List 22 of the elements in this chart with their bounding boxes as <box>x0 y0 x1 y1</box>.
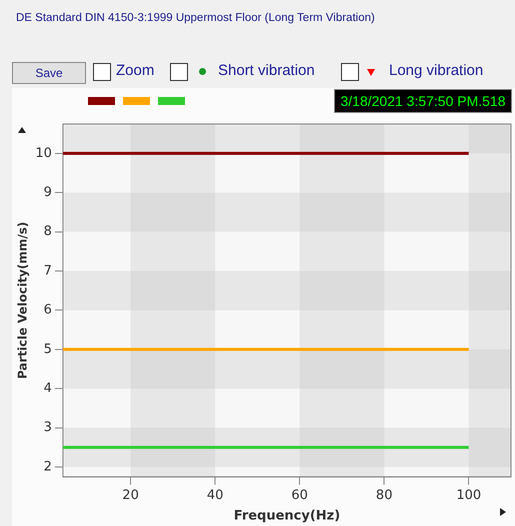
x-axis-title: Frequency(Hz) <box>234 508 340 524</box>
y-tick-label: 3 <box>44 420 52 436</box>
y-tick-label: 8 <box>44 224 52 240</box>
chart-title: DE Standard DIN 4150-3:1999 Uppermost Floor (Long Term Vibration) <box>16 12 375 24</box>
x-tick-label: 40 <box>206 488 224 503</box>
x-tick-label: 80 <box>376 488 392 503</box>
y-tick-label: 9 <box>44 184 52 200</box>
y-tick-label: 4 <box>44 380 52 396</box>
y-tick-label: 7 <box>44 263 52 278</box>
y-tick-label: 5 <box>44 342 52 357</box>
text: Long vibration <box>389 61 484 81</box>
x-tick-label: 20 <box>122 488 139 503</box>
y-tick-label: 6 <box>44 302 52 318</box>
text: Save <box>12 62 86 84</box>
x-tick-label: 60 <box>291 488 308 503</box>
text: Zoom <box>116 61 154 81</box>
text: 3/18/2021 3:57:50 PM.518 <box>334 89 512 113</box>
text: Short vibration <box>218 61 315 81</box>
y-tick-label: 2 <box>44 459 52 474</box>
y-axis-title: Particle Velocity(mm/s) <box>15 222 30 380</box>
x-tick-label: 100 <box>456 488 482 503</box>
y-tick-label: 10 <box>35 146 52 161</box>
